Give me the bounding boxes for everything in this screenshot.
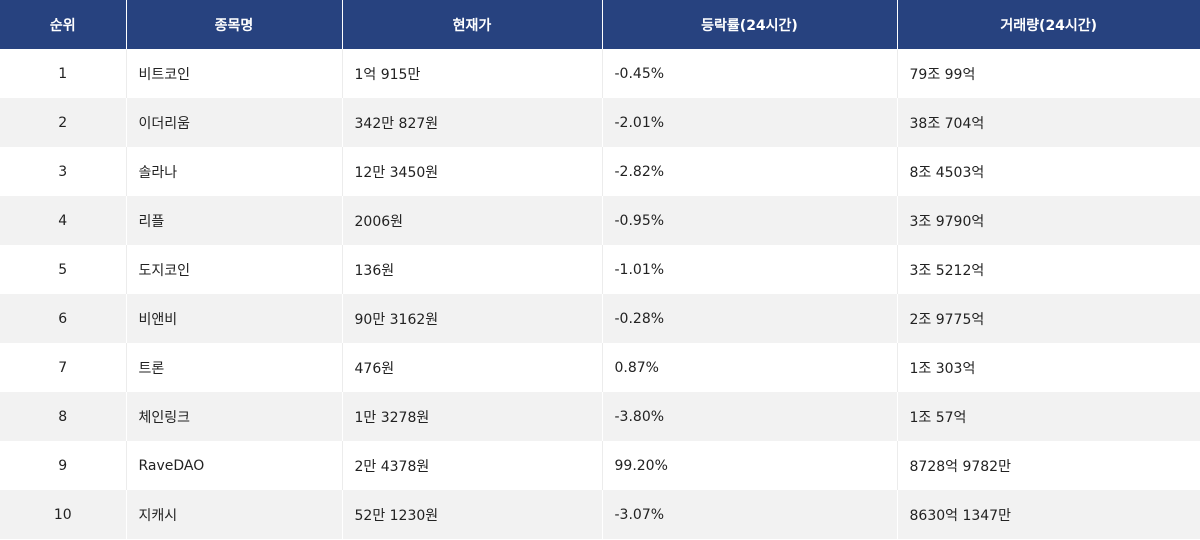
table-row: 5 도지코인 136원 -1.01% 3조 5212억 (0, 245, 1200, 294)
rank-cell: 6 (0, 294, 127, 343)
price-cell: 1만 3278원 (342, 392, 603, 441)
coin-name-cell: 트론 (126, 343, 343, 392)
change-cell: -0.45% (602, 49, 898, 98)
header-rank: 순위 (0, 0, 127, 49)
table-row: 2 이더리움 342만 827원 -2.01% 38조 704억 (0, 98, 1200, 147)
price-cell: 476원 (342, 343, 603, 392)
volume-cell: 1조 57억 (897, 392, 1200, 441)
change-cell: 0.87% (602, 343, 898, 392)
volume-cell: 8728억 9782만 (897, 441, 1200, 490)
rank-cell: 8 (0, 392, 127, 441)
rank-cell: 4 (0, 196, 127, 245)
table-row: 7 트론 476원 0.87% 1조 303억 (0, 343, 1200, 392)
change-cell: -2.82% (602, 147, 898, 196)
volume-cell: 8630억 1347만 (897, 490, 1200, 539)
table-row: 3 솔라나 12만 3450원 -2.82% 8조 4503억 (0, 147, 1200, 196)
rank-cell: 5 (0, 245, 127, 294)
coin-name-cell: 비앤비 (126, 294, 343, 343)
change-cell: -1.01% (602, 245, 898, 294)
coin-name-cell: 도지코인 (126, 245, 343, 294)
price-cell: 2006원 (342, 196, 603, 245)
change-cell: -2.01% (602, 98, 898, 147)
coin-name-cell: 체인링크 (126, 392, 343, 441)
price-cell: 90만 3162원 (342, 294, 603, 343)
coin-name-cell: 지캐시 (126, 490, 343, 539)
table-row: 9 RaveDAO 2만 4378원 99.20% 8728억 9782만 (0, 441, 1200, 490)
volume-cell: 2조 9775억 (897, 294, 1200, 343)
price-cell: 136원 (342, 245, 603, 294)
volume-cell: 3조 9790억 (897, 196, 1200, 245)
rank-cell: 7 (0, 343, 127, 392)
change-cell: -0.28% (602, 294, 898, 343)
rank-cell: 2 (0, 98, 127, 147)
volume-cell: 8조 4503억 (897, 147, 1200, 196)
coin-name-cell: 이더리움 (126, 98, 343, 147)
volume-cell: 1조 303억 (897, 343, 1200, 392)
header-volume: 거래량(24시간) (897, 0, 1200, 49)
table-row: 4 리플 2006원 -0.95% 3조 9790억 (0, 196, 1200, 245)
table-row: 1 비트코인 1억 915만 -0.45% 79조 99억 (0, 49, 1200, 98)
header-change: 등락률(24시간) (602, 0, 898, 49)
volume-cell: 79조 99억 (897, 49, 1200, 98)
change-cell: -3.07% (602, 490, 898, 539)
coin-name-cell: 리플 (126, 196, 343, 245)
change-cell: 99.20% (602, 441, 898, 490)
table-header: 순위 종목명 현재가 등락률(24시간) 거래량(24시간) (0, 0, 1200, 49)
rank-cell: 9 (0, 441, 127, 490)
rank-cell: 1 (0, 49, 127, 98)
header-price: 현재가 (342, 0, 603, 49)
price-cell: 52만 1230원 (342, 490, 603, 539)
table-row: 6 비앤비 90만 3162원 -0.28% 2조 9775억 (0, 294, 1200, 343)
price-cell: 342만 827원 (342, 98, 603, 147)
change-cell: -0.95% (602, 196, 898, 245)
price-cell: 12만 3450원 (342, 147, 603, 196)
volume-cell: 3조 5212억 (897, 245, 1200, 294)
price-cell: 1억 915만 (342, 49, 603, 98)
rank-cell: 3 (0, 147, 127, 196)
coin-name-cell: 비트코인 (126, 49, 343, 98)
volume-cell: 38조 704억 (897, 98, 1200, 147)
coin-name-cell: RaveDAO (126, 441, 343, 490)
rank-cell: 10 (0, 490, 127, 539)
table-body: 1 비트코인 1억 915만 -0.45% 79조 99억 2 이더리움 342… (0, 49, 1200, 539)
header-name: 종목명 (126, 0, 343, 49)
price-cell: 2만 4378원 (342, 441, 603, 490)
table-row: 8 체인링크 1만 3278원 -3.80% 1조 57억 (0, 392, 1200, 441)
change-cell: -3.80% (602, 392, 898, 441)
coin-name-cell: 솔라나 (126, 147, 343, 196)
header-row: 순위 종목명 현재가 등락률(24시간) 거래량(24시간) (0, 0, 1200, 49)
table-row: 10 지캐시 52만 1230원 -3.07% 8630억 1347만 (0, 490, 1200, 539)
